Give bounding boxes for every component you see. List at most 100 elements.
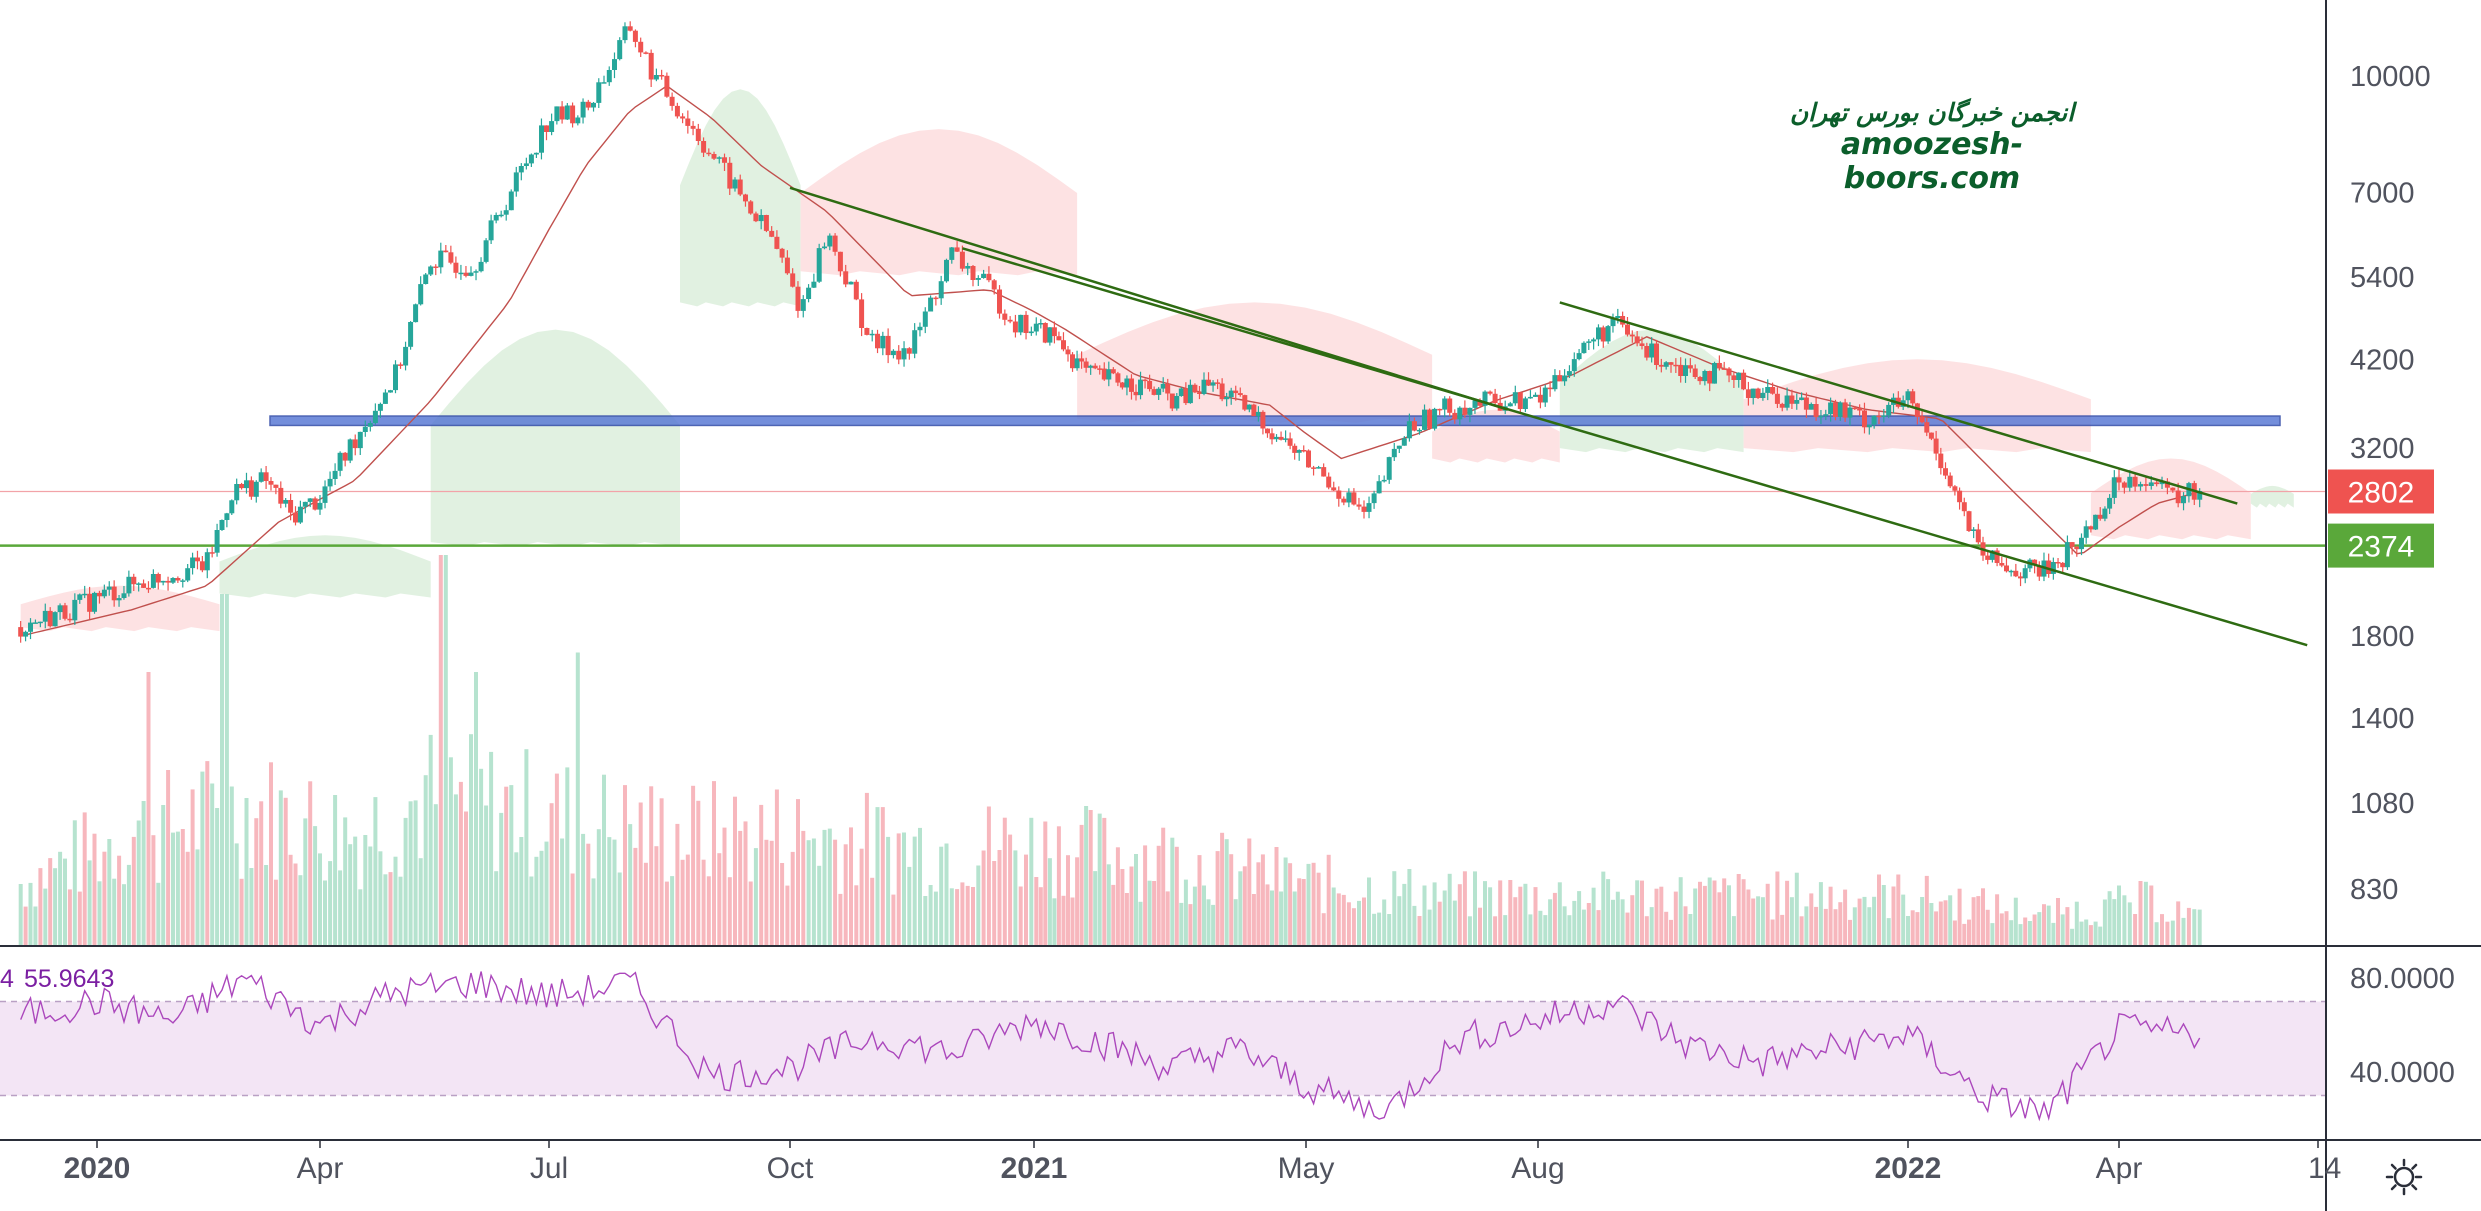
- volume-bar: [1097, 813, 1102, 945]
- candle-body: [2004, 565, 2009, 572]
- candle-body: [1629, 334, 1635, 337]
- candle-body: [1147, 380, 1153, 390]
- volume-bar: [1372, 913, 1377, 945]
- volume-bar: [1577, 891, 1582, 945]
- candle-body: [1151, 389, 1157, 395]
- candle-body: [1097, 368, 1103, 370]
- candle-body: [1023, 314, 1029, 333]
- candle-body: [674, 105, 680, 117]
- candle-body: [875, 333, 880, 349]
- candle-body: [1591, 339, 1597, 342]
- volume-bar: [2181, 917, 2186, 945]
- volume-bar: [288, 854, 293, 945]
- volume-bar: [273, 879, 278, 945]
- volume-bar: [928, 885, 933, 945]
- candle-body: [1726, 368, 1732, 376]
- candle-body: [428, 266, 434, 275]
- volume-bar: [1503, 915, 1508, 945]
- volume-bar: [448, 757, 453, 945]
- candle-body: [832, 235, 838, 252]
- candle-body: [1492, 393, 1498, 403]
- volume-bar: [743, 821, 748, 945]
- candle-body: [367, 423, 373, 427]
- candle-body: [2064, 542, 2070, 568]
- candle-body: [1615, 316, 1621, 318]
- candle-body: [1246, 404, 1252, 410]
- volume-bar: [1292, 891, 1297, 945]
- candle-body: [1658, 364, 1664, 367]
- candle-body: [659, 75, 665, 77]
- volume-bar: [1678, 877, 1683, 945]
- candle-body: [268, 481, 274, 485]
- volume-bar: [1818, 882, 1823, 945]
- candle-body: [1215, 382, 1221, 384]
- candle-body: [377, 403, 383, 411]
- volume-bar: [1948, 895, 1953, 945]
- candle-body: [1562, 375, 1568, 382]
- time-tick-label: Apr: [297, 1152, 344, 1185]
- volume-bar: [1513, 897, 1518, 945]
- volume-bar: [1572, 900, 1577, 945]
- candle-body: [1605, 326, 1611, 342]
- candle-body: [307, 498, 313, 502]
- price-badge-label: 2374: [2348, 531, 2415, 564]
- volume-bar: [2079, 921, 2084, 945]
- candle-body: [2107, 497, 2113, 509]
- volume-bar: [1562, 906, 1567, 945]
- candle-body: [1201, 379, 1207, 394]
- volume-bar: [1615, 891, 1620, 945]
- volume-bar: [1402, 883, 1407, 945]
- volume-bar: [298, 875, 303, 945]
- rsi-label-fragment: 4: [0, 965, 14, 993]
- volume-bar: [112, 878, 117, 945]
- candle-body: [503, 210, 509, 215]
- volume-bar: [249, 868, 254, 945]
- volume-bar: [1881, 885, 1886, 945]
- volume-bar: [1780, 914, 1785, 945]
- candle-body: [52, 612, 58, 627]
- settings-gear-icon[interactable]: [2385, 1158, 2423, 1196]
- volume-bar: [1206, 899, 1211, 945]
- candle-body: [1033, 323, 1039, 332]
- candle-body: [47, 610, 53, 627]
- volume-bar: [1985, 909, 1990, 945]
- volume-bar: [1179, 902, 1184, 945]
- candle-body: [997, 289, 1002, 314]
- candle-body: [1586, 341, 1592, 343]
- candle-body: [1966, 511, 1972, 531]
- volume-bar: [428, 734, 433, 945]
- volume-bar: [1192, 886, 1197, 945]
- time-tick-label: 2021: [1001, 1152, 1068, 1185]
- volume-bar: [923, 896, 928, 945]
- candle-body: [1702, 371, 1708, 382]
- candle-body: [483, 240, 489, 262]
- candle-body: [1442, 398, 1448, 410]
- volume-bar: [1862, 896, 1867, 945]
- candle-body: [1028, 331, 1034, 334]
- volume-bar: [1357, 900, 1361, 945]
- volume-bar: [1251, 894, 1256, 945]
- candle-body: [398, 364, 403, 366]
- candle-body: [1351, 492, 1357, 505]
- volume-bar: [28, 882, 33, 945]
- candle-body: [906, 348, 912, 354]
- volume-bar: [1794, 872, 1799, 945]
- candle-body: [680, 116, 686, 119]
- volume-bar: [701, 859, 706, 945]
- volume-bar: [560, 838, 565, 945]
- volume-bar: [1799, 916, 1804, 945]
- gear-center: [2393, 1166, 2415, 1188]
- candle-body: [1396, 445, 1402, 449]
- candle-body: [195, 557, 200, 562]
- volume-bar: [1538, 910, 1543, 945]
- price-tick-label: 5400: [2350, 262, 2415, 294]
- candle-body: [837, 251, 843, 272]
- volume-bar: [1256, 862, 1261, 945]
- candle-body: [1283, 438, 1289, 440]
- volume-bar: [1848, 919, 1852, 945]
- volume-bar: [1331, 887, 1336, 945]
- candle-body: [564, 105, 570, 120]
- candle-body: [880, 335, 886, 349]
- candle-body: [1847, 407, 1853, 418]
